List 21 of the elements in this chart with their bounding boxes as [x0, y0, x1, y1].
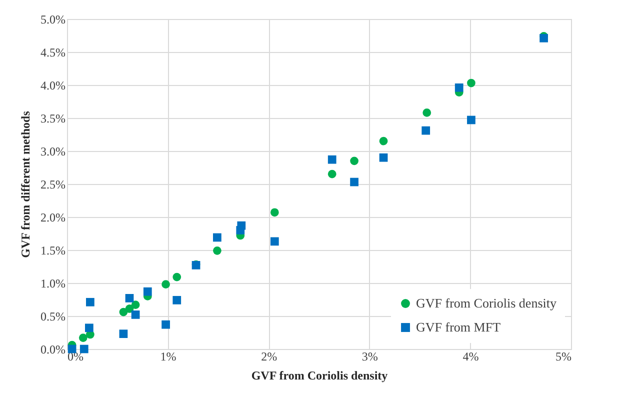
- y-tick-label: 5.0%: [40, 12, 66, 26]
- x-tick-label: 4%: [462, 350, 479, 364]
- y-tick-label: 0.0%: [40, 342, 66, 356]
- y-tick-label: 4.0%: [40, 78, 66, 92]
- legend-label: GVF from Coriolis density: [416, 296, 557, 310]
- y-axis-title: GVF from different methods: [18, 110, 33, 258]
- x-tick-label: 5%: [556, 350, 572, 364]
- y-tick-label: 0.5%: [40, 310, 66, 324]
- y-tick-label: 1.0%: [40, 276, 66, 290]
- legend-label: GVF from MFT: [416, 320, 501, 334]
- y-tick-label: 4.5%: [40, 46, 66, 60]
- x-axis-title: GVF from Coriolis density: [251, 368, 388, 382]
- y-tick-label: 3.0%: [40, 144, 66, 158]
- x-tick-label: 1%: [160, 350, 176, 364]
- x-tick-label: 3%: [362, 350, 378, 364]
- y-tick-label: 3.5%: [40, 112, 66, 126]
- x-tick-label: 0%: [68, 350, 84, 364]
- y-tick-label: 2.0%: [40, 210, 66, 224]
- y-tick-label: 2.5%: [40, 178, 66, 192]
- x-tick-label: 2%: [261, 350, 278, 364]
- y-tick-label: 1.5%: [40, 244, 66, 258]
